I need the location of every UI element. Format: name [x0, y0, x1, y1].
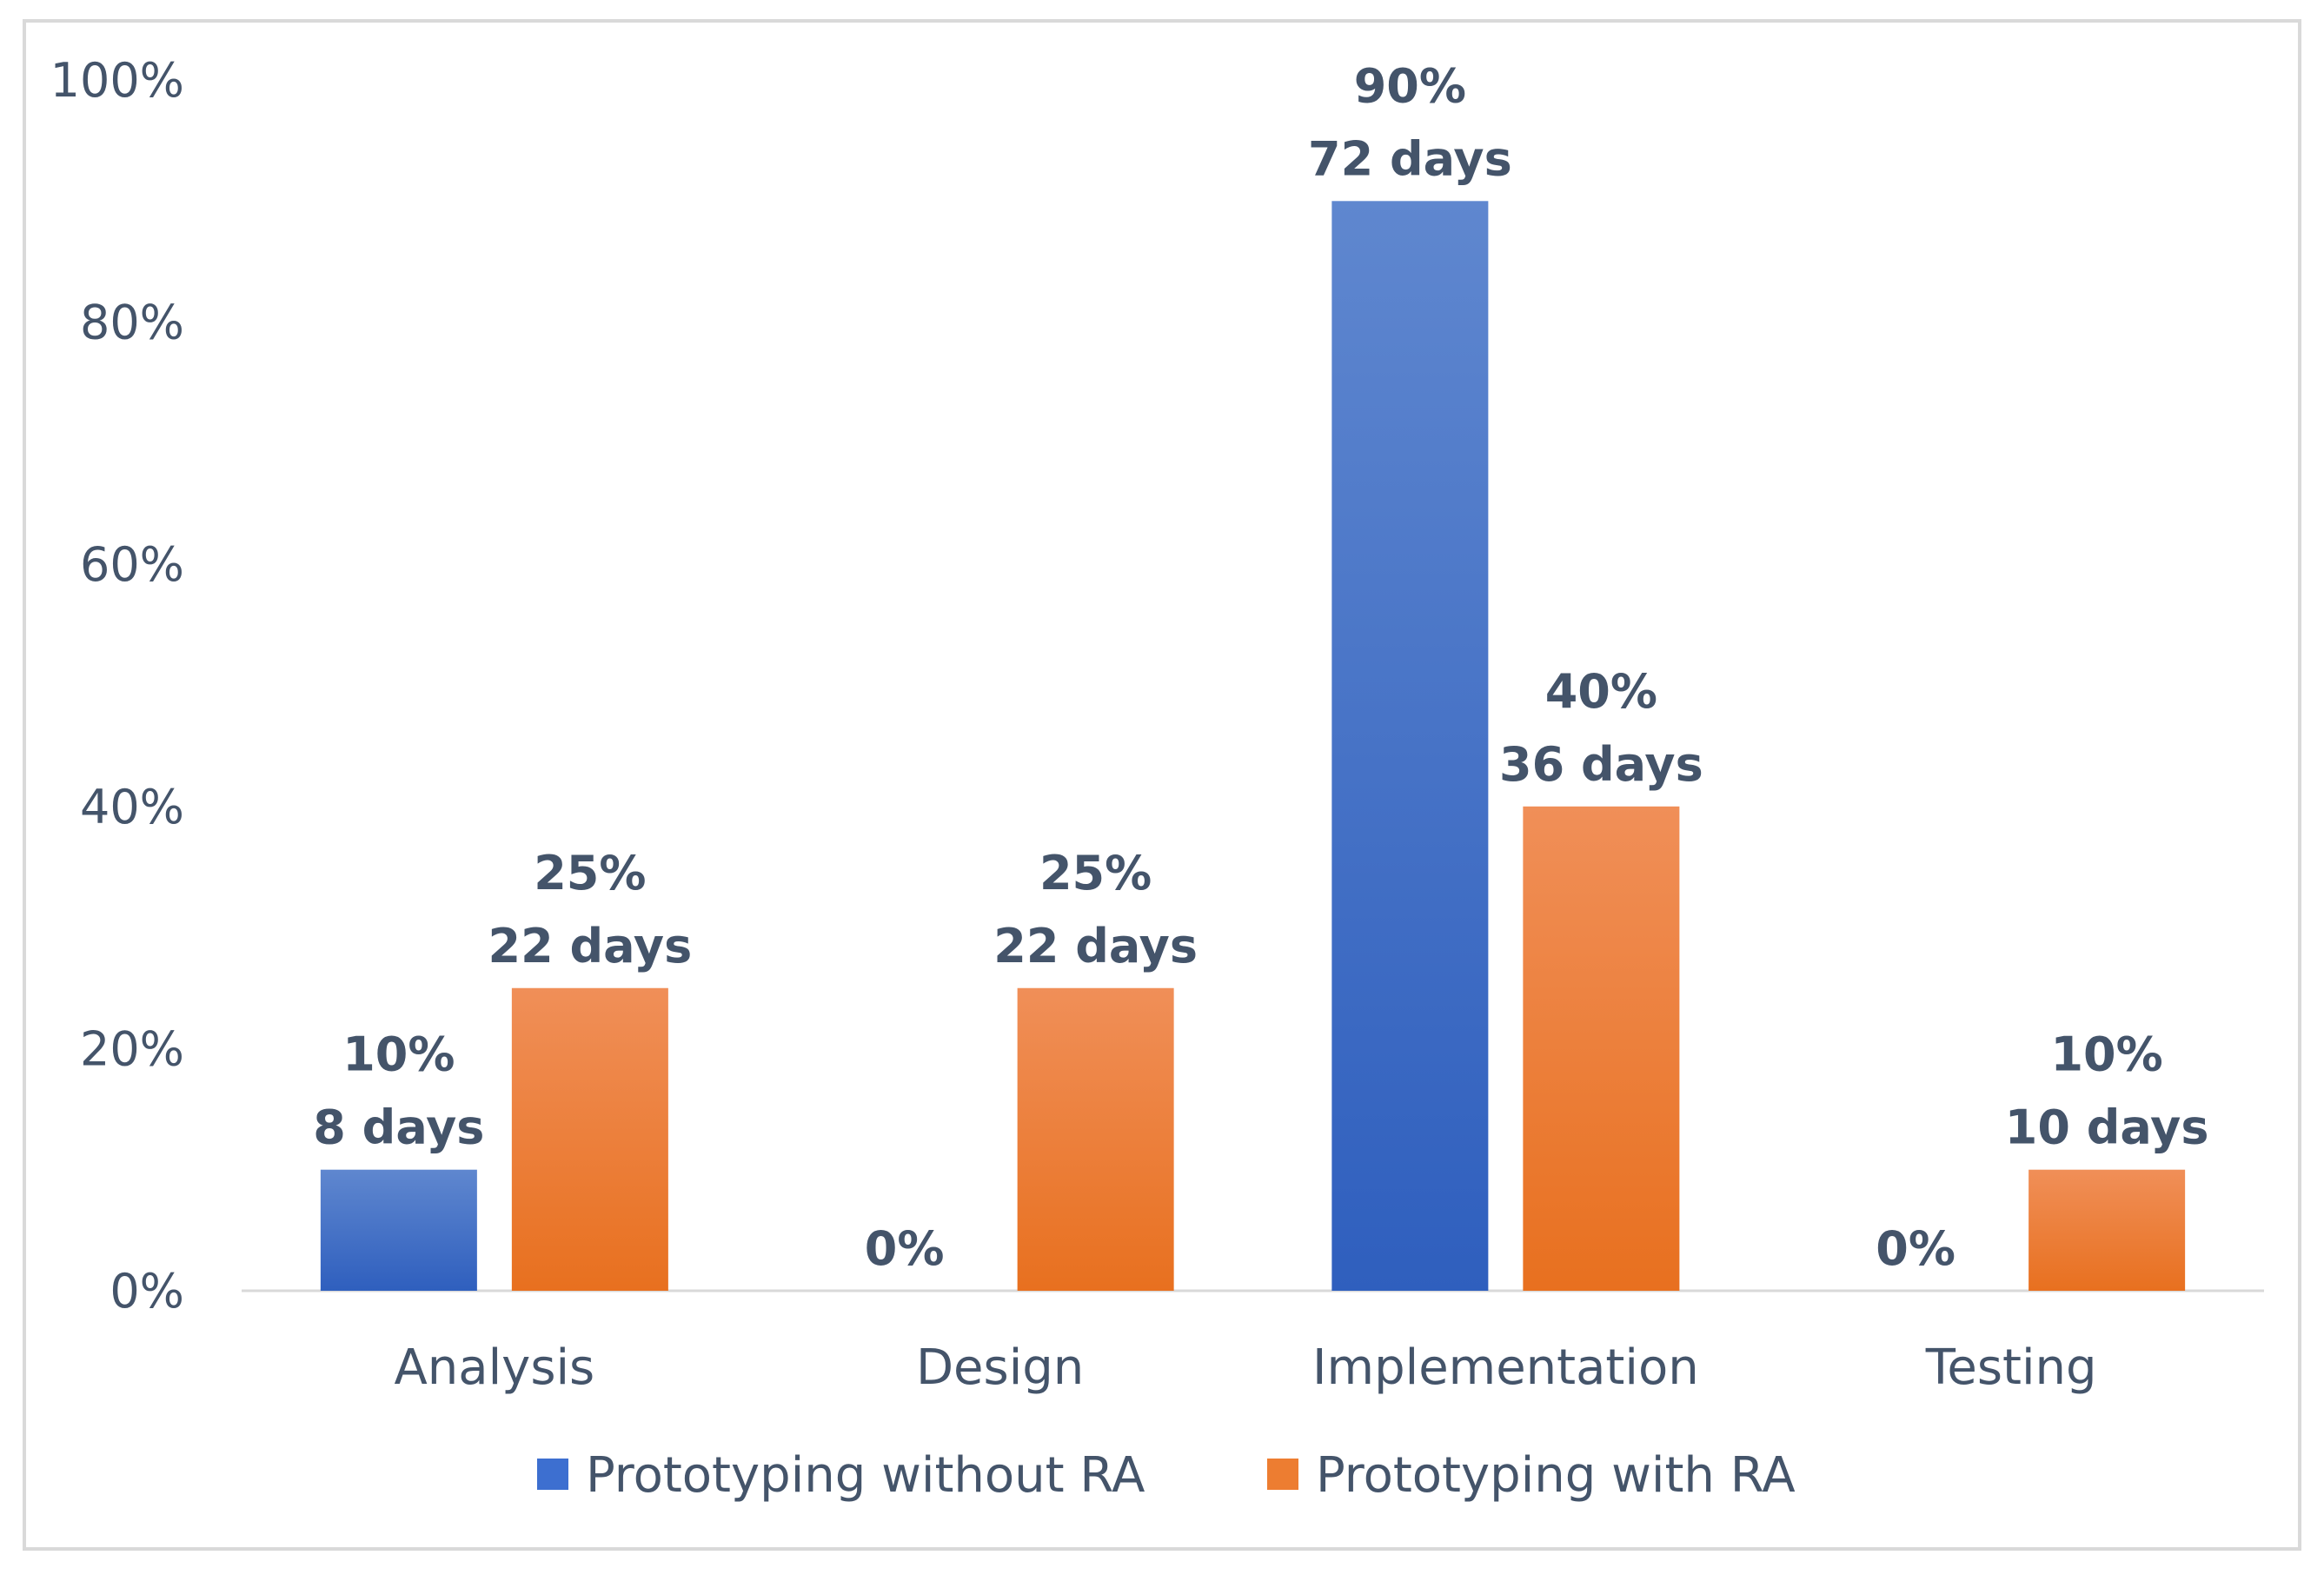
data-label: 90% [1354, 58, 1466, 113]
data-label: 22 days [993, 919, 1198, 974]
bar-with-ra-design [1017, 987, 1174, 1291]
x-category-label: Design [916, 1339, 1084, 1396]
data-label: 22 days [488, 919, 693, 974]
bars [320, 201, 2186, 1291]
data-label: 0% [865, 1221, 945, 1276]
data-label: 36 days [1499, 737, 1703, 792]
y-axis-ticks: 0% 20% 40% 60% 80% 100% [50, 53, 184, 1319]
x-category-label: Testing [1925, 1339, 2097, 1396]
data-label: 10% [2050, 1027, 2162, 1082]
data-label: 40% [1545, 664, 1657, 719]
y-tick-label: 0% [110, 1264, 184, 1319]
bar-without-ra-analysis [320, 1169, 477, 1291]
legend-label: Prototyping with RA [1316, 1447, 1796, 1504]
y-tick-label: 60% [80, 537, 184, 592]
data-label: 25% [534, 846, 646, 900]
y-tick-label: 100% [50, 53, 184, 108]
y-tick-label: 20% [80, 1021, 184, 1076]
data-labels: 10% 8 days 25% 22 days 0% 25% 22 days 90% 72 day… [313, 58, 2208, 1276]
bar-without-ra-implementation [1331, 201, 1489, 1291]
legend-swatch-without-ra [537, 1459, 568, 1490]
legend-swatch-with-ra [1267, 1459, 1298, 1490]
bar-with-ra-implementation [1523, 806, 1680, 1291]
data-label: 72 days [1308, 131, 1512, 186]
y-tick-label: 80% [80, 296, 184, 350]
y-tick-label: 40% [80, 780, 184, 834]
chart-border [23, 19, 2301, 1551]
x-category-label: Implementation [1312, 1339, 1699, 1396]
data-label: 10% [342, 1027, 455, 1082]
x-category-label: Analysis [395, 1339, 595, 1396]
bar-with-ra-analysis [511, 987, 668, 1291]
data-label: 25% [1039, 846, 1152, 900]
legend: Prototyping without RA Prototyping with R… [537, 1447, 1796, 1504]
bar-with-ra-testing [2029, 1169, 2186, 1291]
data-label: 10 days [2005, 1100, 2209, 1155]
legend-label: Prototyping without RA [586, 1447, 1145, 1504]
data-label: 0% [1876, 1221, 1955, 1276]
data-label: 8 days [313, 1100, 484, 1155]
category-labels: Analysis Design Implementation Testing [395, 1339, 2097, 1396]
